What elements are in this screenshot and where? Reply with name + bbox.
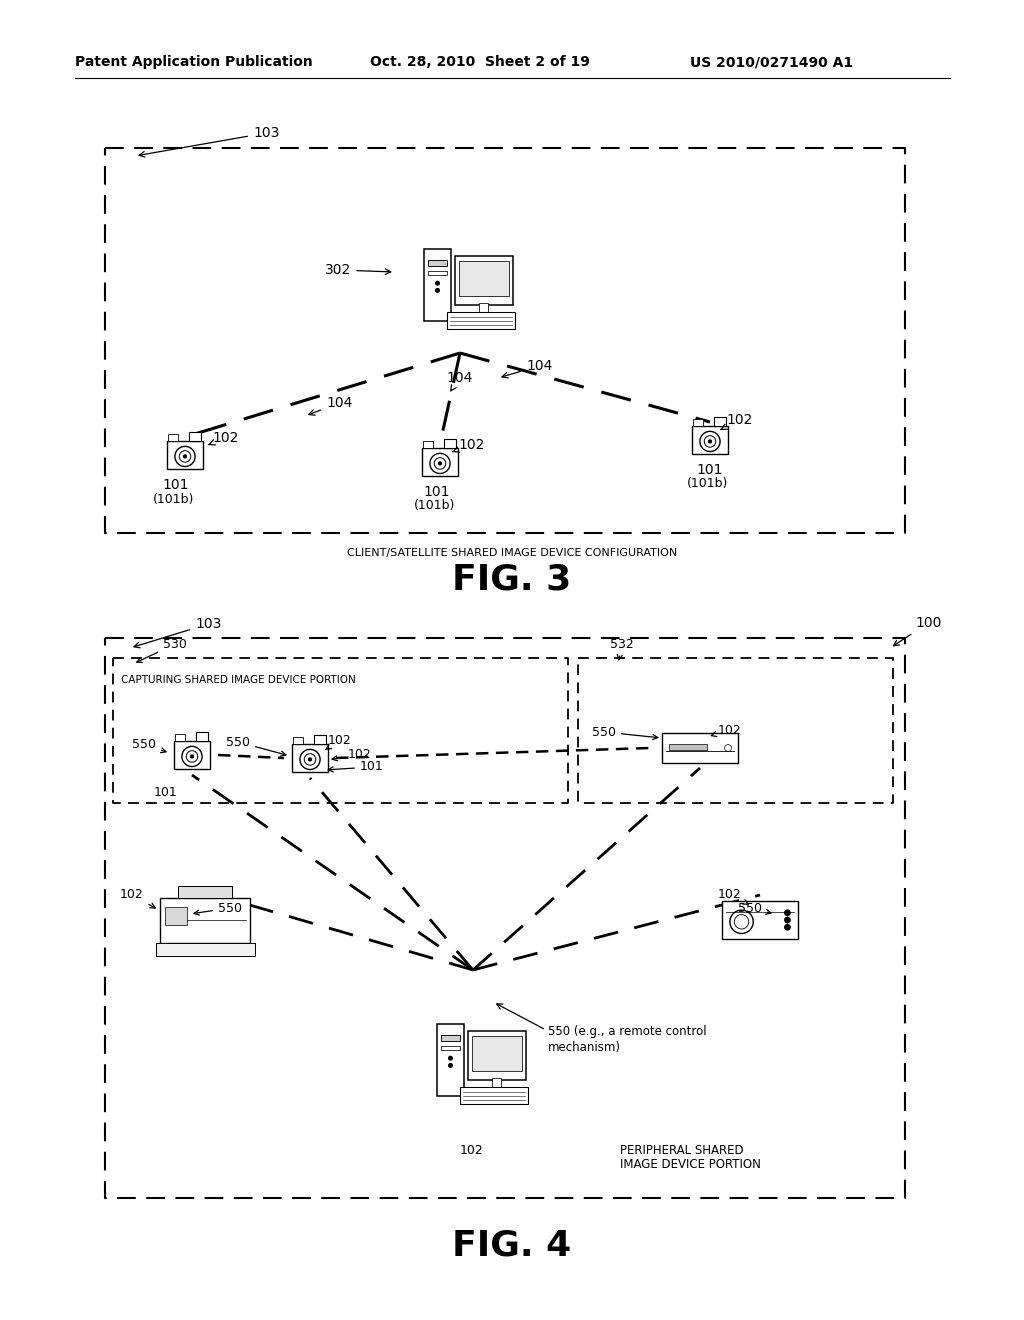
- FancyBboxPatch shape: [424, 249, 451, 321]
- FancyBboxPatch shape: [714, 417, 726, 425]
- Text: 550: 550: [132, 738, 166, 752]
- FancyBboxPatch shape: [165, 907, 187, 924]
- Text: 101: 101: [696, 463, 723, 477]
- Text: 100: 100: [894, 616, 941, 645]
- FancyBboxPatch shape: [437, 1024, 464, 1096]
- FancyBboxPatch shape: [156, 942, 255, 956]
- Circle shape: [709, 440, 712, 444]
- FancyBboxPatch shape: [168, 434, 178, 441]
- Text: 102: 102: [209, 432, 239, 445]
- Text: FIG. 3: FIG. 3: [453, 564, 571, 597]
- FancyBboxPatch shape: [479, 304, 488, 313]
- Text: 532: 532: [610, 638, 634, 660]
- Text: 104: 104: [309, 396, 352, 414]
- FancyBboxPatch shape: [293, 738, 303, 743]
- Text: 101: 101: [423, 484, 450, 499]
- FancyBboxPatch shape: [175, 734, 184, 741]
- Text: 102: 102: [712, 723, 741, 737]
- Circle shape: [784, 917, 791, 923]
- Text: 550: 550: [226, 735, 286, 756]
- FancyBboxPatch shape: [178, 886, 232, 898]
- FancyBboxPatch shape: [459, 261, 509, 296]
- Text: 550: 550: [195, 902, 242, 915]
- Text: Patent Application Publication: Patent Application Publication: [75, 55, 312, 69]
- Text: (101b): (101b): [153, 492, 195, 506]
- FancyBboxPatch shape: [443, 440, 457, 447]
- Text: 104: 104: [446, 371, 472, 391]
- Text: 550: 550: [592, 726, 657, 739]
- Text: 302: 302: [325, 263, 391, 277]
- Text: Oct. 28, 2010  Sheet 2 of 19: Oct. 28, 2010 Sheet 2 of 19: [370, 55, 590, 69]
- FancyBboxPatch shape: [692, 420, 702, 425]
- FancyBboxPatch shape: [313, 735, 327, 743]
- Text: 101: 101: [328, 760, 384, 774]
- FancyBboxPatch shape: [196, 733, 208, 741]
- FancyBboxPatch shape: [461, 1088, 528, 1104]
- Text: 530: 530: [137, 638, 186, 663]
- Text: IMAGE DEVICE PORTION: IMAGE DEVICE PORTION: [620, 1158, 761, 1171]
- Circle shape: [435, 289, 439, 292]
- FancyBboxPatch shape: [292, 743, 328, 772]
- Text: 102: 102: [120, 888, 156, 908]
- FancyBboxPatch shape: [160, 898, 250, 942]
- Circle shape: [435, 281, 439, 285]
- Text: 102: 102: [326, 734, 352, 750]
- Text: (101b): (101b): [414, 499, 456, 512]
- Text: 102: 102: [721, 413, 753, 430]
- Text: 104: 104: [502, 359, 552, 378]
- FancyBboxPatch shape: [167, 441, 203, 470]
- Circle shape: [183, 455, 186, 458]
- Text: 103: 103: [139, 125, 280, 157]
- Text: 102: 102: [460, 1143, 483, 1156]
- FancyBboxPatch shape: [669, 743, 707, 750]
- FancyBboxPatch shape: [428, 260, 447, 267]
- Text: 102: 102: [332, 747, 372, 760]
- FancyBboxPatch shape: [174, 741, 210, 770]
- FancyBboxPatch shape: [447, 313, 515, 329]
- FancyBboxPatch shape: [722, 902, 799, 939]
- Circle shape: [784, 924, 791, 929]
- FancyBboxPatch shape: [188, 432, 201, 441]
- Text: CLIENT/SATELLITE SHARED IMAGE DEVICE CONFIGURATION: CLIENT/SATELLITE SHARED IMAGE DEVICE CON…: [347, 548, 677, 558]
- FancyBboxPatch shape: [468, 1031, 526, 1080]
- Text: FIG. 4: FIG. 4: [453, 1228, 571, 1262]
- Circle shape: [308, 758, 311, 760]
- Text: 102: 102: [718, 888, 749, 904]
- Text: 102: 102: [453, 438, 484, 453]
- Circle shape: [784, 909, 791, 916]
- Text: 550 (e.g., a remote control: 550 (e.g., a remote control: [548, 1026, 707, 1039]
- Circle shape: [449, 1064, 453, 1067]
- Circle shape: [449, 1056, 453, 1060]
- FancyBboxPatch shape: [422, 447, 458, 477]
- Text: 101: 101: [154, 787, 178, 800]
- Text: (101b): (101b): [687, 478, 728, 491]
- FancyBboxPatch shape: [662, 733, 738, 763]
- Text: 550: 550: [738, 902, 771, 915]
- FancyBboxPatch shape: [493, 1078, 502, 1088]
- Circle shape: [438, 462, 441, 465]
- Text: PERIPHERAL SHARED: PERIPHERAL SHARED: [620, 1143, 743, 1156]
- Text: 101: 101: [162, 478, 188, 492]
- Text: US 2010/0271490 A1: US 2010/0271490 A1: [690, 55, 853, 69]
- FancyBboxPatch shape: [423, 441, 433, 447]
- FancyBboxPatch shape: [440, 1045, 461, 1051]
- FancyBboxPatch shape: [692, 425, 728, 454]
- FancyBboxPatch shape: [472, 1036, 521, 1072]
- FancyBboxPatch shape: [455, 256, 513, 305]
- Circle shape: [190, 755, 194, 758]
- Text: 103: 103: [134, 616, 221, 648]
- FancyBboxPatch shape: [428, 271, 447, 275]
- Text: CAPTURING SHARED IMAGE DEVICE PORTION: CAPTURING SHARED IMAGE DEVICE PORTION: [121, 675, 355, 685]
- Text: mechanism): mechanism): [548, 1041, 621, 1055]
- FancyBboxPatch shape: [440, 1035, 461, 1041]
